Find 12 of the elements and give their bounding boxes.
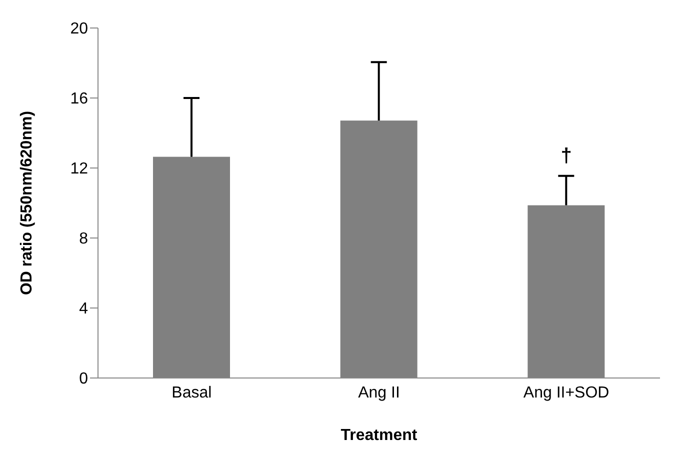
y-tick-label: 4	[79, 300, 88, 318]
y-tick-label: 12	[70, 160, 88, 178]
y-tick-label: 20	[70, 20, 88, 38]
y-tick-label: 16	[70, 90, 88, 108]
y-tick-label: 8	[79, 230, 88, 248]
x-tick-label: Basal	[172, 384, 212, 402]
y-axis-title: OD ratio (550nm/620nm)	[18, 110, 36, 296]
x-axis-title: Treatment	[340, 427, 418, 444]
annotation: †	[560, 144, 572, 167]
y-tick-label: 0	[79, 370, 88, 388]
x-tick-label: Ang II+SOD	[523, 384, 610, 402]
x-tick-label: Ang II	[358, 384, 400, 402]
